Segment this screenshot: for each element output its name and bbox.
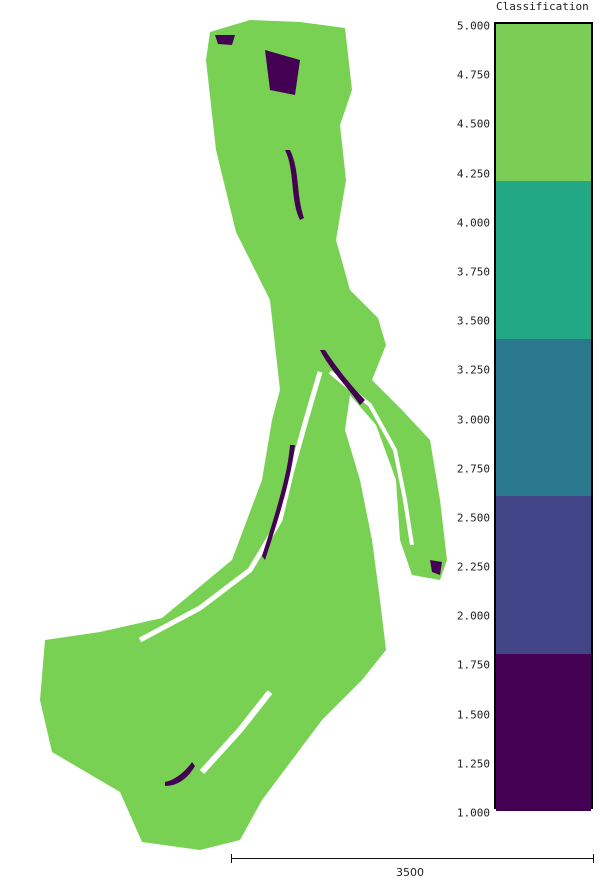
feature-patch [165, 762, 195, 786]
colorbar-tick-label: 1.250 [456, 757, 490, 771]
colorbar-tick-label: 5.000 [456, 19, 490, 33]
colorbar-tick-label: 3.250 [456, 363, 490, 377]
colorbar-tick-label: 4.250 [456, 167, 490, 181]
colorbar-tick-label: 3.500 [456, 314, 490, 328]
feature-patch [285, 150, 304, 220]
colorbar-tick-label: 1.500 [456, 708, 490, 722]
low-class-features [165, 35, 442, 786]
scale-bar-label: 3500 [396, 866, 424, 879]
colorbar [494, 22, 593, 811]
land-area [40, 20, 447, 850]
scale-bar-start [231, 854, 232, 863]
river-lower [199, 690, 273, 775]
colorbar-segment [496, 496, 591, 654]
colorbar-tick-label: 2.750 [456, 462, 490, 476]
feature-patch [265, 50, 300, 95]
feature-patch [215, 35, 235, 45]
colorbar-segment [496, 653, 591, 811]
feature-patch [430, 560, 442, 575]
colorbar-title: Classification [496, 0, 589, 13]
colorbar-tick-label: 3.750 [456, 265, 490, 279]
colorbar-tick-label: 2.500 [456, 511, 490, 525]
feature-patch [262, 445, 295, 560]
colorbar-tick-label: 4.000 [456, 216, 490, 230]
scale-bar-end [593, 854, 594, 863]
colorbar-segment [496, 24, 591, 182]
colorbar-tick-label: 1.750 [456, 658, 490, 672]
colorbar-tick-label: 2.000 [456, 609, 490, 623]
colorbar-tick-label: 4.750 [456, 68, 490, 82]
scale-bar [231, 858, 594, 859]
colorbar-segment [496, 338, 591, 497]
colorbar-tick-label: 4.500 [456, 117, 490, 131]
colorbar-tick-label: 3.000 [456, 413, 490, 426]
colorbar-segment [496, 181, 591, 339]
colorbar-tick-label: 2.250 [456, 560, 490, 574]
colorbar-tick-label: 1.000 [456, 806, 490, 820]
feature-patch [320, 350, 365, 405]
river-channel [138, 371, 323, 643]
